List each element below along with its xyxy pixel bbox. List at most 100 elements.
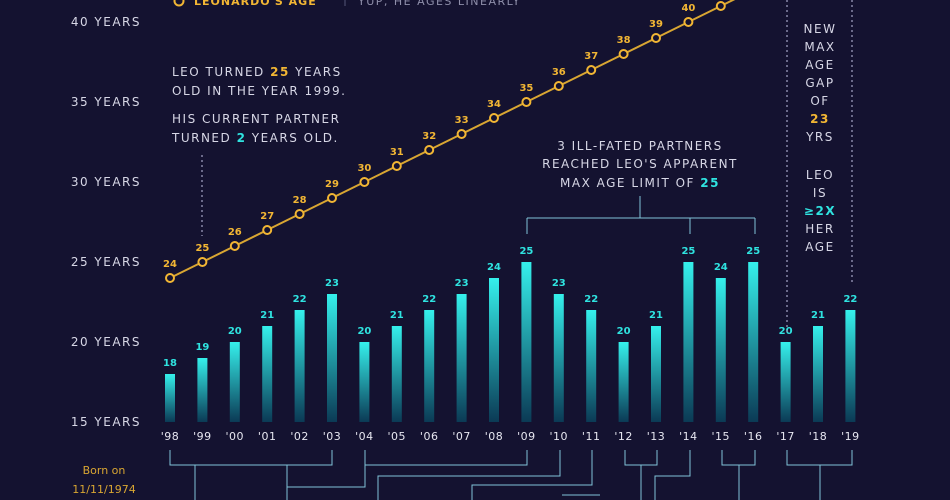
born-line2: 11/11/1974 xyxy=(72,483,135,496)
leo-age-marker xyxy=(553,81,564,91)
partner-age-bar xyxy=(813,326,823,422)
partner-age-bar xyxy=(521,262,532,422)
partner-age-label: 21 xyxy=(811,310,825,321)
annotation-right-l2: MAX xyxy=(804,40,835,54)
partner-age-bar xyxy=(553,294,564,422)
legend-note: YUP, HE AGES LINEARLY xyxy=(357,0,521,8)
annotation-left-line4: TURNED 2 YEARS OLD. xyxy=(171,131,339,145)
partner-age-label: 20 xyxy=(779,326,793,337)
partner-age-label: 24 xyxy=(714,262,728,273)
leo-age-marker xyxy=(618,49,629,59)
leo-age-label: 24 xyxy=(163,259,177,270)
leo-age-marker xyxy=(715,1,726,11)
leo-age-line: 24 25 26 27 28 29 30 31 32 33 34 35 36 37 38 39 40 xyxy=(163,0,736,283)
x-tick-label: '08 xyxy=(485,430,504,443)
born-note: Born on 11/11/1974 xyxy=(72,464,135,496)
partner-age-bar xyxy=(683,262,694,422)
annotation-right-l8: LEO xyxy=(806,168,834,182)
x-tick-label: '02 xyxy=(290,430,309,443)
x-tick-label: '03 xyxy=(323,430,342,443)
annotation-right-l7: YRS xyxy=(805,130,834,144)
partner-age-label: 23 xyxy=(552,278,566,289)
y-tick-label: 25 YEARS xyxy=(71,255,141,269)
leo-age-label: 35 xyxy=(519,83,533,94)
x-tick-label: '10 xyxy=(550,430,569,443)
annotation-right-l4: GAP xyxy=(805,76,834,90)
connector-group-3 xyxy=(377,450,561,500)
annotation-right: NEW MAX AGE GAP OF 23 YRS LEO IS ≥2X HER… xyxy=(786,0,853,332)
partner-age-label: 23 xyxy=(455,278,469,289)
leo-age-label: 30 xyxy=(357,163,371,174)
partner-age-bars: 18 19 20 21 22 23 20 21 22 23 24 25 23 22 20 21 25 24 25 20… xyxy=(163,246,857,422)
partner-age-label: 20 xyxy=(617,326,631,337)
connector-group-4 xyxy=(471,450,593,500)
connector-group-1 xyxy=(169,450,333,500)
partner-age-label: 21 xyxy=(260,310,274,321)
leo-age-label: 27 xyxy=(260,211,274,222)
leo-age-marker xyxy=(294,209,305,219)
partner-age-bar xyxy=(294,310,305,422)
x-tick-label: '00 xyxy=(226,430,245,443)
partner-age-bar xyxy=(780,342,791,422)
connector-group-5 xyxy=(624,450,658,500)
leo-age-label: 38 xyxy=(617,35,631,46)
x-tick-label: '06 xyxy=(420,430,439,443)
leo-age-label: 25 xyxy=(195,243,209,254)
annotation-left-line1: LEO TURNED 25 YEARS xyxy=(172,65,342,79)
leo-age-marker xyxy=(229,241,240,251)
partner-age-label: 20 xyxy=(357,326,371,337)
partner-age-bar xyxy=(197,358,208,422)
partner-age-label: 22 xyxy=(293,294,307,305)
partner-age-label: 25 xyxy=(519,246,533,257)
partner-age-label: 20 xyxy=(228,326,242,337)
x-tick-label: '07 xyxy=(452,430,471,443)
leo-age-label: 36 xyxy=(552,67,566,78)
partner-age-label: 22 xyxy=(843,294,857,305)
partner-age-bar xyxy=(262,326,273,422)
annotation-right-l6: 23 xyxy=(810,112,830,126)
leo-age-marker xyxy=(327,193,337,203)
x-tick-label: '18 xyxy=(809,430,828,443)
partner-age-label: 21 xyxy=(390,310,404,321)
leo-age-label: 29 xyxy=(325,179,339,190)
x-tick-label: '19 xyxy=(841,430,860,443)
x-tick-label: '99 xyxy=(193,430,212,443)
partner-age-label: 21 xyxy=(649,310,663,321)
partner-age-label: 22 xyxy=(584,294,598,305)
leo-age-label: 32 xyxy=(422,131,436,142)
partner-age-bar xyxy=(715,278,726,422)
leo-age-label: 26 xyxy=(228,227,242,238)
partner-age-bar xyxy=(618,342,629,422)
annotation-left-line2: OLD IN THE YEAR 1999. xyxy=(172,84,346,98)
x-tick-label: '15 xyxy=(712,430,731,443)
partner-age-bar xyxy=(359,342,370,422)
partner-age-label: 22 xyxy=(422,294,436,305)
x-tick-label: '98 xyxy=(161,430,180,443)
leo-age-marker xyxy=(262,225,273,235)
x-tick-label: '17 xyxy=(776,430,795,443)
annotation-middle-line3: MAX AGE LIMIT OF 25 xyxy=(560,176,720,190)
connector-group-6 xyxy=(654,450,691,500)
y-tick-label: 30 YEARS xyxy=(71,175,141,189)
partner-age-label: 23 xyxy=(325,278,339,289)
leo-age-label: 34 xyxy=(487,99,501,110)
leo-age-marker xyxy=(521,97,532,107)
x-tick-label: '09 xyxy=(517,430,536,443)
annotation-left: LEO TURNED 25 YEARS OLD IN THE YEAR 1999… xyxy=(171,65,346,236)
leo-age-label: 37 xyxy=(584,51,598,62)
x-tick-label: '14 xyxy=(679,430,698,443)
partner-age-label: 25 xyxy=(681,246,695,257)
annotation-right-l11: HER xyxy=(805,222,834,236)
born-line1: Born on xyxy=(83,464,126,477)
y-axis: 15 YEARS 20 YEARS 25 YEARS 30 YEARS 35 YEARS… xyxy=(71,15,141,429)
annotation-right-l12: AGE xyxy=(805,240,834,254)
x-tick-label: '16 xyxy=(744,430,763,443)
partner-age-bar xyxy=(165,374,175,422)
annotation-middle-line2: REACHED LEO'S APPARENT xyxy=(542,157,738,171)
leo-age-marker xyxy=(683,17,694,27)
partner-age-bar xyxy=(748,262,759,422)
partner-age-bar xyxy=(845,310,856,422)
partner-age-bar xyxy=(586,310,597,422)
partner-age-bar xyxy=(489,278,499,422)
leo-age-polyline xyxy=(169,0,736,279)
